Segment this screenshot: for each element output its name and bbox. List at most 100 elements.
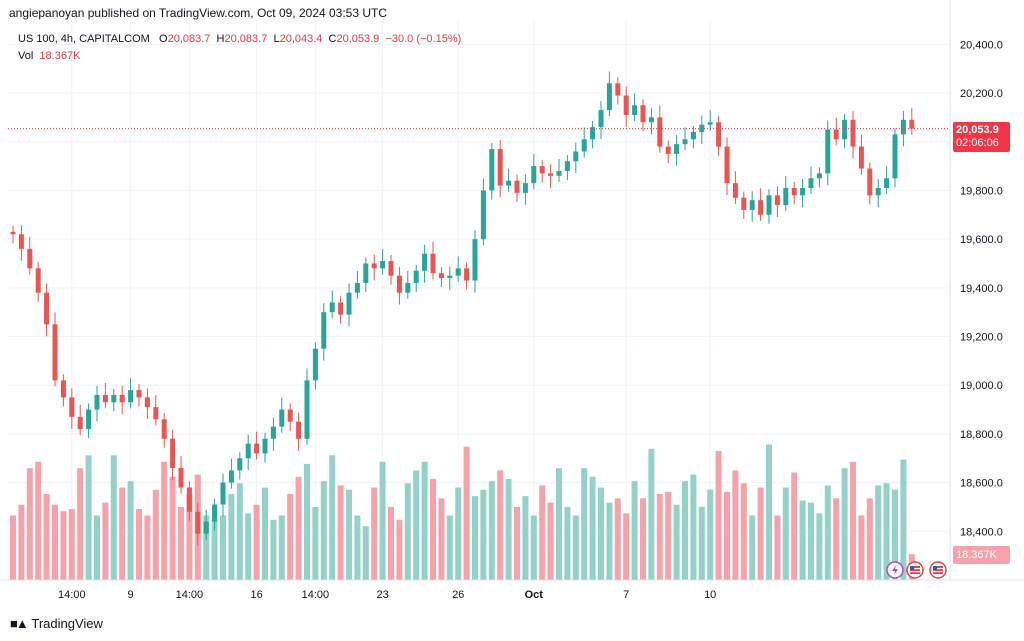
volume-bar: [362, 526, 369, 580]
volume-bar: [640, 498, 646, 580]
volume-bar: [18, 504, 25, 580]
axes: 20,400.020,200.020,000.019,800.019,600.0…: [0, 0, 1024, 601]
candle-body: [178, 468, 184, 488]
flash-icon[interactable]: [886, 561, 904, 579]
volume-bar: [589, 476, 596, 580]
candle-body: [842, 119, 848, 140]
volume-bar: [404, 483, 411, 580]
candle-body: [640, 105, 646, 123]
candle-body: [220, 482, 226, 505]
volume-bar: [539, 485, 546, 580]
volume-bar: [446, 515, 453, 580]
candle-body: [413, 270, 419, 283]
volume-bar: [774, 515, 781, 580]
volume-bar: [564, 506, 571, 580]
volume-bar: [52, 504, 58, 580]
volume-bar: [833, 498, 840, 580]
candle-body: [447, 275, 453, 279]
volume-bar: [766, 444, 772, 580]
volume-bar: [648, 448, 655, 580]
candle-body: [212, 504, 218, 522]
candle-body: [18, 234, 24, 249]
candle-body: [707, 122, 713, 125]
candle-body: [438, 273, 444, 279]
candle-body: [867, 168, 873, 196]
candle-body: [354, 282, 360, 293]
volume-bar: [371, 487, 378, 580]
last-price-tag: 20,053.9 02:06:06: [953, 121, 1010, 152]
candle-body: [858, 146, 864, 169]
candle-body: [254, 443, 260, 454]
candle-body: [892, 134, 898, 179]
volume-bar: [161, 461, 168, 580]
candle-body: [648, 117, 654, 123]
y-tick-label: 19,200.0: [960, 332, 1003, 344]
volume-bar: [740, 483, 747, 580]
candle-body: [102, 394, 108, 403]
volume-bar: [824, 485, 831, 580]
volume-bar: [10, 515, 16, 580]
volume-bar: [698, 506, 705, 580]
candle-body: [119, 394, 125, 403]
volume-bar: [665, 491, 672, 580]
volume-bar: [606, 502, 613, 580]
volume-bar: [866, 498, 873, 580]
volume-bar: [892, 489, 898, 580]
candle-body: [690, 132, 696, 140]
x-tick-label: 26: [452, 589, 464, 601]
grid: [8, 20, 950, 580]
candle-body: [850, 119, 856, 147]
candle-body: [875, 188, 881, 196]
candle-body: [77, 416, 83, 430]
volume-bar: [858, 515, 865, 580]
x-tick-label: 7: [623, 589, 629, 601]
volume-bar: [136, 509, 142, 580]
volume-bar: [354, 515, 361, 580]
volume-bar: [94, 515, 100, 580]
candle-body: [186, 487, 192, 512]
candle-body: [304, 380, 310, 439]
symbol-label: US 100, 4h, CAPITALCOM: [18, 33, 150, 45]
x-tick-label: 9: [128, 589, 134, 601]
volume-legend: Vol 18.367K: [18, 50, 80, 62]
us-flag-icon[interactable]: [929, 561, 947, 579]
y-tick-label: 18,600.0: [960, 478, 1003, 490]
candle-body: [136, 390, 142, 398]
x-tick-label: 14:00: [302, 589, 330, 601]
volume-bar: [287, 494, 294, 580]
candle-body: [539, 166, 545, 174]
volume-bar: [127, 481, 134, 580]
candle-body: [86, 409, 92, 430]
volume-bar: [850, 461, 856, 580]
candle-body: [766, 195, 772, 215]
volume-bar: [329, 455, 336, 580]
volume-bar: [841, 468, 848, 580]
volume-bar: [60, 511, 67, 580]
volume-bar: [480, 489, 487, 580]
volume-bar: [110, 455, 117, 580]
volume-bar: [77, 468, 84, 580]
volume-bar: [690, 474, 697, 580]
volume-bar: [623, 513, 630, 580]
close-value: 20,053.9: [336, 33, 380, 45]
publish-caption: angiepanoyan published on TradingView.co…: [9, 6, 388, 20]
bar-countdown: 02:06:06: [956, 136, 999, 149]
volume-bar: [631, 481, 638, 580]
tradingview-logo[interactable]: ■▲ TradingView: [10, 616, 103, 631]
candle-body: [161, 419, 167, 439]
volume-bar: [220, 515, 226, 580]
volume-bar: [35, 461, 42, 580]
volume-bar: [598, 487, 604, 580]
candle-body: [60, 380, 66, 398]
candle-body: [405, 282, 411, 293]
volume-bar: [757, 487, 764, 580]
candle-body: [514, 180, 520, 193]
volume-bar: [522, 496, 529, 580]
volume-bar: [228, 494, 235, 580]
us-flag-icon[interactable]: [906, 561, 924, 579]
volume-bar: [682, 481, 688, 580]
candle-body: [758, 200, 764, 215]
tradingview-logo-icon: ■▲: [10, 616, 29, 631]
candle-body: [564, 161, 570, 171]
